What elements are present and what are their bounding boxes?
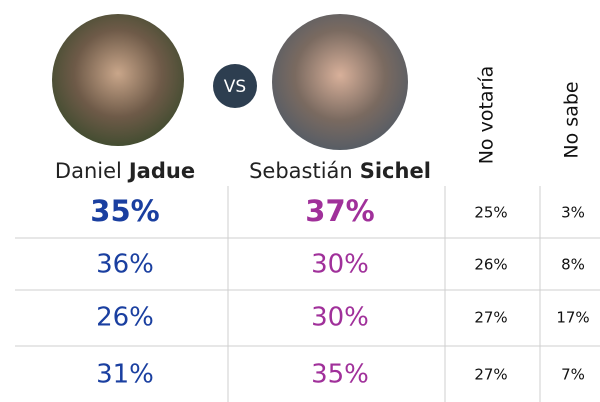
cell: 17% [556,309,589,327]
cell: 25% [474,204,507,222]
cell: 3% [561,204,585,222]
candidate-name: Sebastián Sichel [249,159,431,183]
cell: 36% [96,250,154,280]
cell: 27% [474,366,507,384]
cell: 30% [311,250,369,280]
last-name: Jadue [127,159,195,183]
cell: 37% [305,194,374,228]
first-name: Daniel [55,159,122,183]
first-name: Sebastián [249,159,353,183]
cell: 35% [311,360,369,390]
cell: 31% [96,360,154,390]
vs-text: VS [224,77,246,97]
cell: 26% [474,256,507,274]
column-header: No sabe [561,81,583,158]
cell: 35% [90,194,159,228]
cell: 27% [474,309,507,327]
cell: 30% [311,303,369,333]
column-header: No votaría [476,66,498,165]
cell: 7% [561,366,585,384]
last-name: Sichel [360,159,431,183]
cell: 8% [561,256,585,274]
photo-jadue [52,14,184,146]
cell: 26% [96,303,154,333]
photo-sichel [272,14,408,150]
poll-table: VS DanielJadue Sebastián Sichel No votarí… [0,0,600,402]
